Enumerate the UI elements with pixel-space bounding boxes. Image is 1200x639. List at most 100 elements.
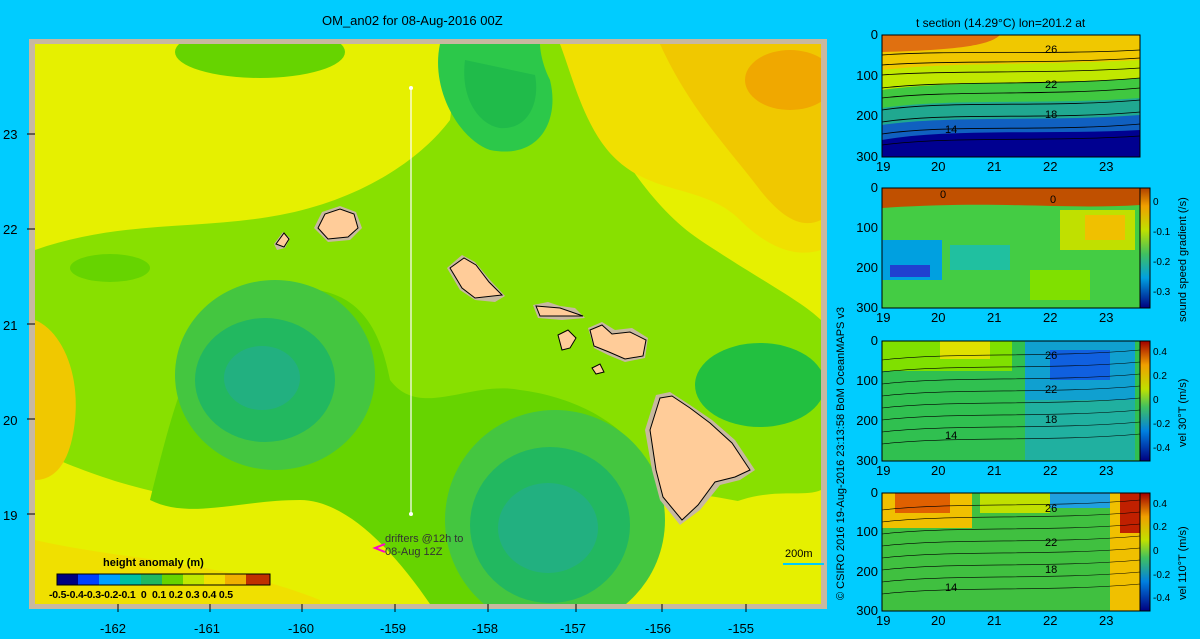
contour-label: 22 (1045, 537, 1058, 549)
panel-ytick: 200 (856, 413, 878, 428)
panel-vel110 (881, 492, 1151, 612)
panel-ytick: 0 (870, 180, 878, 195)
colorbar-tick: -0.4 (1153, 593, 1171, 605)
panel-xtick: 21 (987, 159, 1002, 174)
colorbar-tick: 0.2 (1153, 371, 1167, 382)
panel-ytick: 100 (856, 67, 878, 83)
map-xtick: -159 (380, 621, 407, 636)
contour-label: 26 (1045, 350, 1058, 362)
contour-label: 14 (945, 582, 958, 594)
panel-ytick: 300 (856, 603, 878, 618)
panel-xtick: 20 (931, 463, 946, 478)
panel-xtick: 22 (1043, 463, 1058, 478)
panel-sound-speed (881, 187, 1151, 309)
colorbar-tick: -0.2 (1153, 569, 1171, 581)
colorbar-label-vel110: vel 110°T (m/s) (1177, 526, 1189, 600)
island-hawaii (649, 395, 751, 521)
field-max-ne (745, 50, 821, 110)
island-maui (589, 324, 647, 360)
panel-ytick: 200 (856, 108, 878, 124)
panel-ytick: 300 (856, 300, 878, 315)
panel-xtick: 21 (987, 463, 1002, 478)
panel-xtick: 23 (1099, 613, 1114, 628)
panel-ytick: 200 (856, 563, 878, 579)
panel-ytick: 100 (856, 220, 878, 235)
colorbar-tick: 0.4 (1153, 347, 1167, 358)
credit-text: © CSIRO 2016 19-Aug-2016 23:13:58 BoM Oc… (835, 306, 847, 600)
colorbar-tick: -0.3 (1153, 287, 1171, 298)
map-xtick: -160 (288, 621, 315, 636)
island-oahu (449, 257, 504, 299)
panel-xtick: 23 (1099, 159, 1114, 174)
scale-label: 200m (785, 548, 813, 560)
panel-xtick: 20 (931, 310, 946, 325)
panel-xtick: 22 (1043, 613, 1058, 628)
temperature-contours (881, 49, 1141, 146)
panel-ytick: 0 (870, 333, 878, 348)
colorbar-tick: 0 (1153, 197, 1159, 208)
panel-ytick: 300 (856, 149, 878, 164)
panel-ytick: 200 (856, 260, 878, 275)
contour-label: 14 (945, 430, 958, 442)
land (274, 206, 755, 525)
panel-xtick: 20 (931, 613, 946, 628)
contour-label: 18 (1045, 109, 1058, 121)
contour-label: 0 (940, 189, 947, 201)
colorbar-tick: 0.4 (1153, 498, 1167, 510)
island-kahoolawe (591, 363, 605, 375)
colorbar-ticks: -0.5-0.4-0.3-0.2-0.1 0 0.1 0.2 0.3 0.4 0… (49, 589, 233, 601)
contour-label: 22 (1045, 79, 1058, 91)
colorbar-tick: 0.2 (1153, 522, 1167, 534)
map-xtick: -158 (472, 621, 499, 636)
panel-xtick: 19 (876, 310, 891, 325)
map-ytick: 19 (3, 508, 18, 523)
panel-ytick: 300 (856, 453, 878, 468)
panel-ytick: 100 (856, 373, 878, 388)
map-ytick: 23 (3, 127, 18, 142)
panel-xtick: 22 (1043, 159, 1058, 174)
panel-temperature (881, 34, 1141, 158)
panel-ytick: 0 (870, 27, 878, 42)
island-lanai (557, 329, 577, 351)
panel-xtick: 21 (987, 310, 1002, 325)
colorbar-label: height anomaly (m) (103, 557, 204, 569)
colorbar-tick: -0.2 (1153, 419, 1171, 430)
colorbar-tick: -0.4 (1153, 443, 1171, 454)
contour-label: 14 (945, 124, 958, 136)
island-kauai (317, 208, 359, 240)
panel-xtick: 20 (931, 159, 946, 174)
colorbar-tick: 0 (1153, 546, 1159, 557)
section-title: t section (14.29°C) lon=201.2 at (916, 16, 1086, 30)
drifters-note-line1: drifters @12h to (385, 533, 464, 545)
panel-vel30 (881, 340, 1151, 462)
map-ytick: 20 (3, 413, 18, 428)
contour-label: 26 (1045, 44, 1058, 56)
panel-xtick: 22 (1043, 310, 1058, 325)
drifter-marker (372, 543, 386, 553)
contour-label: 18 (1045, 564, 1058, 576)
panel-ytick: 100 (856, 524, 878, 540)
panel-ytick: 0 (870, 485, 878, 500)
colorbar-tick: -0.2 (1153, 257, 1171, 268)
field-green-east (695, 343, 821, 427)
colorbar-label-sound: sound speed gradient (/s) (1177, 197, 1189, 322)
map-xtick: -155 (728, 621, 755, 636)
contour-label: 0 (1050, 194, 1057, 206)
map-colorbar (56, 573, 271, 586)
map-xtick: -161 (194, 621, 221, 636)
map-title: OM_an02 for 08-Aug-2016 00Z (322, 13, 503, 28)
map-xtick: -157 (560, 621, 587, 636)
panel-xtick: 21 (987, 613, 1002, 628)
contour-label: 18 (1045, 414, 1058, 426)
panel-xtick: 19 (876, 613, 891, 628)
map-xtick: -156 (645, 621, 672, 636)
colorbar-label-vel30: vel 30°T (m/s) (1177, 378, 1189, 447)
panel-xtick: 23 (1099, 463, 1114, 478)
height-anomaly-map (27, 39, 827, 612)
field-high-west (35, 320, 76, 480)
map-xtick: -162 (100, 621, 127, 636)
panel-xtick: 23 (1099, 310, 1114, 325)
contour-label: 22 (1045, 384, 1058, 396)
map-ytick: 21 (3, 318, 18, 333)
